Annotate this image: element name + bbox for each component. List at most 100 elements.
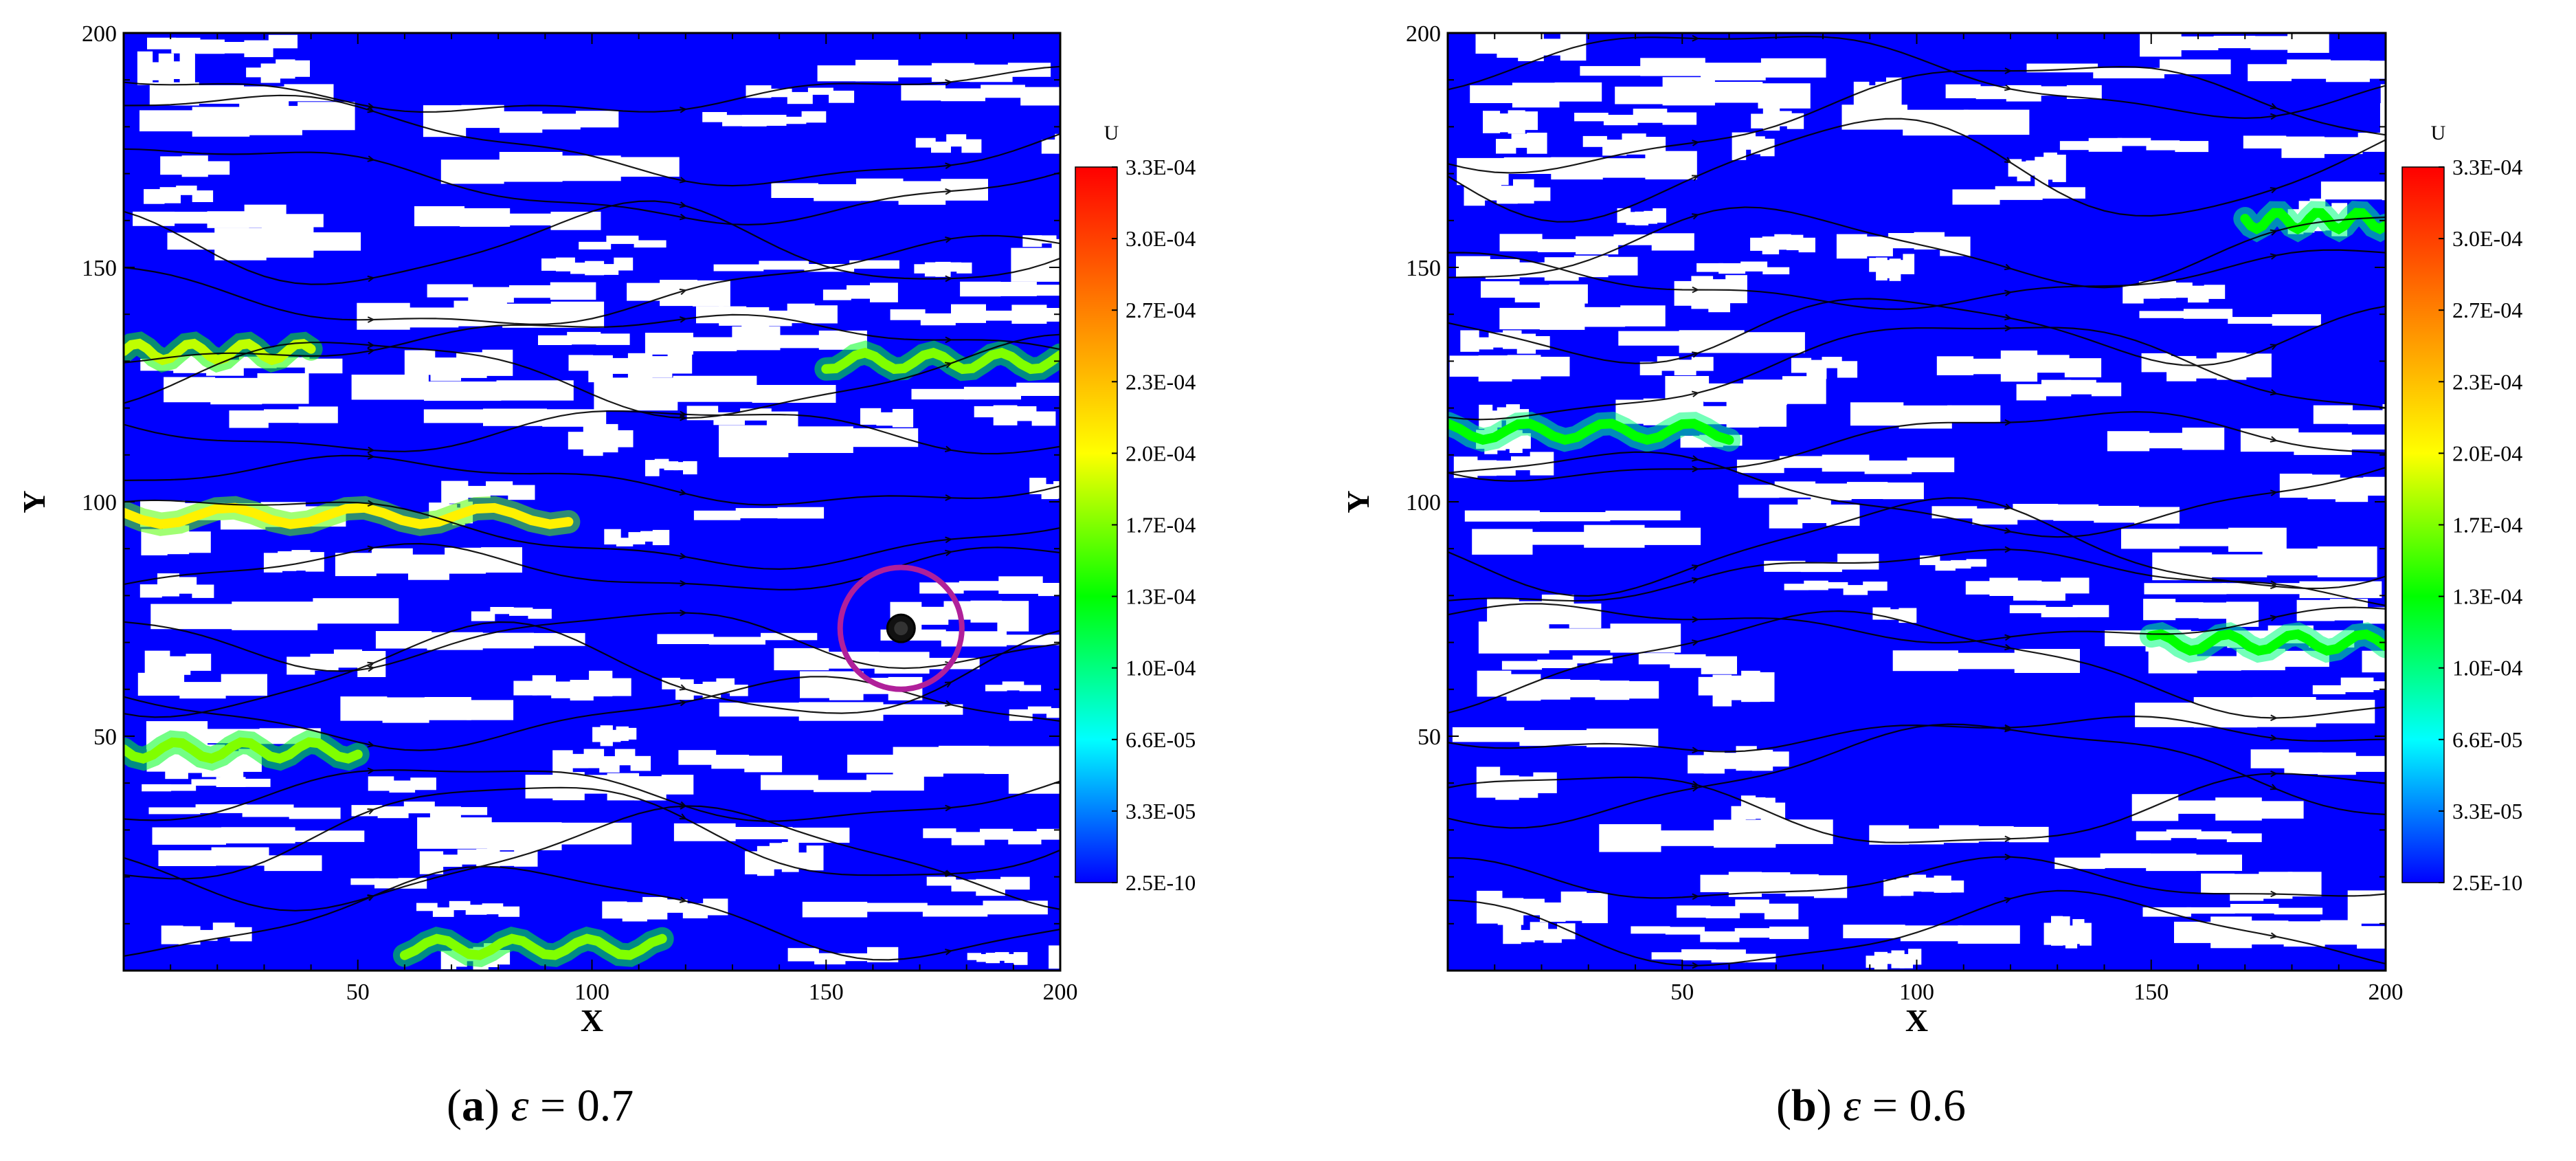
streamline-arrow — [679, 316, 688, 323]
streamline-arrow — [2270, 734, 2278, 742]
streamline — [1448, 610, 2386, 719]
streamline — [124, 234, 1060, 325]
y-tick-label: 100 — [82, 490, 117, 516]
streamline-arrow — [1691, 639, 1700, 646]
streamline — [1448, 889, 2386, 966]
streamline — [1448, 206, 2386, 289]
caption-symbol: ε — [1843, 1081, 1861, 1131]
streamline-arrow — [945, 336, 953, 344]
streamline-arrow — [2004, 643, 2013, 651]
streamline — [1448, 410, 2386, 482]
streamline-arrow — [945, 536, 953, 544]
caption-open-paren: ( — [1776, 1081, 1791, 1131]
streamline-arrow — [679, 106, 688, 113]
caption-equals: = — [528, 1081, 576, 1131]
colorbar-tick-label: 3.3E-05 — [2452, 799, 2522, 823]
streamline-arrow — [2004, 835, 2013, 843]
streamline-arrow — [2270, 784, 2278, 790]
streamline-arrow — [367, 348, 375, 355]
colorbar-title: U — [2431, 122, 2446, 144]
y-axis-label: Y — [16, 490, 52, 513]
colorbar-tick-label: 1.0E-04 — [2452, 656, 2522, 681]
streamline — [124, 805, 1060, 911]
streamline-arrow — [367, 545, 375, 552]
streamline-arrow — [945, 275, 953, 283]
streamline-arrow — [2270, 113, 2278, 120]
caption-close-paren: ) — [484, 1081, 511, 1131]
x-tick-label: 100 — [1899, 980, 1934, 1005]
colorbar-tick-label: 3.3E-04 — [2452, 155, 2522, 179]
streamline-arrow — [367, 741, 375, 748]
colorbar-tick-label: 1.3E-04 — [1125, 584, 1196, 609]
caption-value: 0.6 — [1909, 1081, 1966, 1131]
y-tick-label: 50 — [93, 725, 117, 750]
streamline — [124, 410, 1060, 455]
colorbar-tick-label: 2.7E-04 — [1125, 298, 1196, 322]
streamline-arrow — [1691, 175, 1700, 181]
streamline-arrow — [2004, 313, 2013, 321]
streamline-arrow — [1691, 351, 1700, 358]
streamline-arrow — [945, 870, 953, 878]
streamline-arrow — [367, 665, 375, 672]
streamline-arrow — [945, 804, 953, 812]
streamline-arrow — [945, 236, 953, 243]
y-axis-label: Y — [1341, 490, 1376, 513]
colorbar-tick-label: 2.7E-04 — [2452, 298, 2522, 322]
streamline-arrow — [945, 949, 953, 955]
streamline-arrow — [679, 201, 688, 208]
streamline-arrow — [679, 684, 687, 691]
caption-equals: = — [1861, 1081, 1909, 1131]
colorbar-title: U — [1104, 122, 1119, 144]
streamline — [1448, 36, 2386, 120]
streamline-arrow — [367, 500, 375, 507]
streamline-arrow — [1692, 34, 1700, 42]
colorbar — [2401, 166, 2445, 883]
streamline — [124, 499, 1060, 571]
colorbar-tick-label: 2.3E-04 — [1125, 369, 1196, 394]
streamline-arrow — [2270, 389, 2278, 396]
streamline — [124, 786, 1060, 880]
streamline-arrow — [367, 342, 375, 349]
streamline-arrow — [367, 453, 375, 460]
streamline-arrow — [1691, 455, 1700, 462]
streamlines — [1448, 34, 2386, 969]
caption-open-paren: ( — [447, 1081, 462, 1131]
streamline — [1448, 249, 2386, 310]
streamline-arrow — [367, 155, 375, 162]
x-axis-label: X — [1905, 1003, 1928, 1038]
field-panel-a — [124, 33, 1060, 971]
velocity-channels — [1448, 201, 2386, 663]
streamline-arrow — [367, 446, 375, 454]
x-tick-label: 200 — [2368, 980, 2404, 1005]
caption-panel-label: b — [1791, 1081, 1817, 1131]
streamline-arrow — [367, 767, 375, 775]
x-tick-label: 150 — [809, 980, 844, 1005]
streamline-arrow — [679, 489, 688, 496]
streamline — [1448, 856, 2386, 899]
x-tick-label: 100 — [574, 980, 609, 1005]
streamline-arrow — [2270, 102, 2278, 109]
streamline-arrow — [679, 813, 687, 820]
streamline — [1448, 327, 2386, 421]
streamline — [124, 612, 1060, 672]
streamline-arrow — [2270, 489, 2278, 496]
streamline — [124, 454, 1060, 506]
colorbar-tick-label: 1.3E-04 — [2452, 584, 2522, 609]
injection-point-marker-center — [894, 621, 908, 636]
streamline — [124, 333, 1060, 419]
streamline-arrow — [2270, 615, 2278, 621]
streamline — [1448, 723, 2386, 829]
streamline-arrow — [945, 79, 953, 86]
streamline-arrow — [945, 494, 953, 501]
streamline-arrow — [2270, 582, 2278, 590]
streamline-arrow — [2270, 187, 2278, 194]
streamline-arrow — [944, 700, 953, 707]
streamline — [1448, 298, 2386, 366]
streamline-arrow — [680, 579, 688, 587]
colorbar-tick-label: 3.3E-04 — [1125, 155, 1196, 179]
streamline — [124, 65, 1060, 113]
streamline — [1448, 118, 2386, 223]
streamline-arrow — [1691, 577, 1700, 584]
colorbar-tick-label: 1.7E-04 — [1125, 513, 1196, 538]
